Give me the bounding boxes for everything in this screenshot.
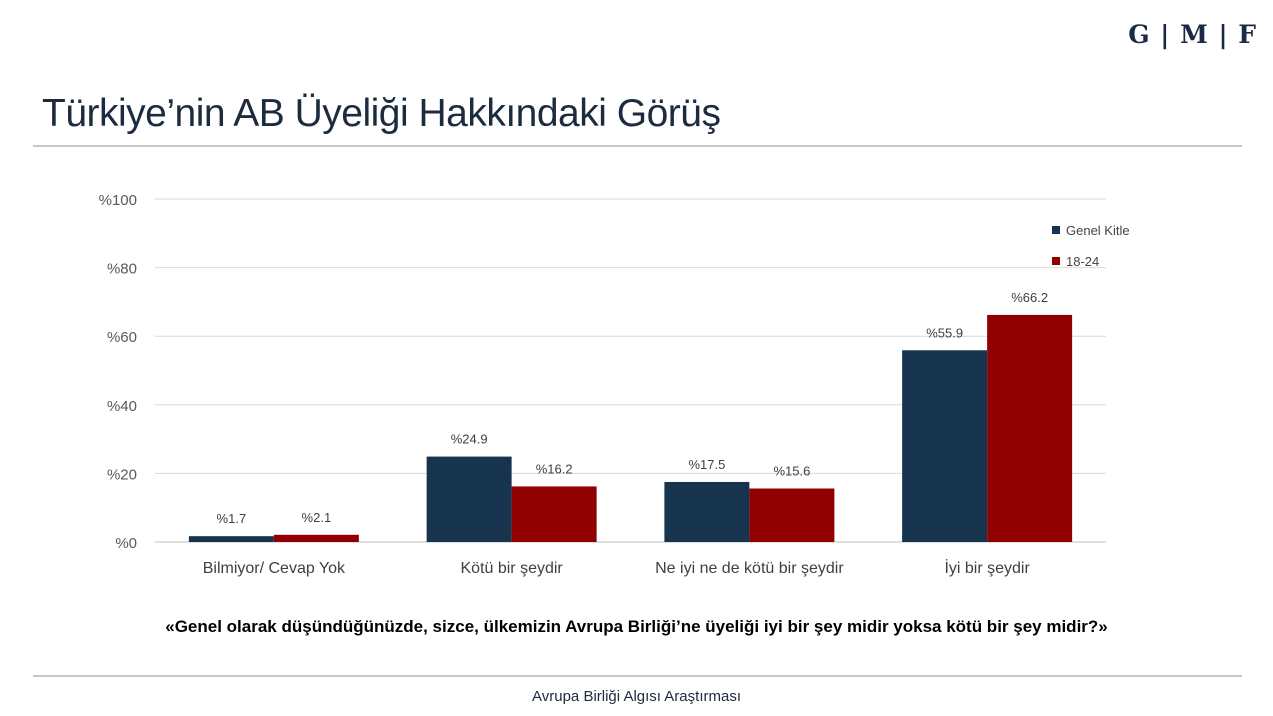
legend-item-genel-kitle: Genel Kitle bbox=[1052, 222, 1130, 238]
gmf-logo: G | M | F bbox=[1128, 20, 1257, 49]
y-axis-ticks: %0 %20 %40 %60 %80 %100 bbox=[99, 192, 137, 552]
bar bbox=[664, 481, 750, 542]
data-label: %16.2 bbox=[536, 461, 573, 476]
bar bbox=[426, 456, 512, 542]
data-label: %24.9 bbox=[451, 432, 488, 447]
x-tick-label: Ne iyi ne de kötü bir şeydir bbox=[655, 560, 844, 577]
legend-item-18-24: 18-24 bbox=[1052, 253, 1130, 269]
data-label: %2.1 bbox=[302, 510, 332, 525]
y-tick-label: %80 bbox=[107, 261, 137, 278]
bar bbox=[749, 488, 835, 542]
data-label: %15.6 bbox=[773, 463, 810, 478]
page-title: Türkiye’nin AB Üyeliği Hakkındaki Görüş bbox=[42, 92, 721, 135]
y-tick-label: %0 bbox=[115, 535, 137, 552]
title-divider bbox=[33, 145, 1242, 147]
data-labels: %1.7 %2.1 %24.9 %16.2 %17.5 %15.6 %55.9 %66.2 bbox=[217, 290, 1049, 526]
y-tick-label: %20 bbox=[107, 466, 137, 483]
bar-series bbox=[188, 314, 1073, 542]
bar bbox=[902, 350, 988, 542]
data-label: %66.2 bbox=[1011, 290, 1048, 305]
bar bbox=[273, 534, 359, 542]
y-tick-label: %100 bbox=[99, 192, 137, 209]
bar bbox=[511, 486, 597, 542]
bar bbox=[987, 314, 1073, 542]
x-axis-ticks: Bilmiyor/ Cevap Yok Kötü bir şeydir Ne iyi… bbox=[203, 558, 1031, 577]
data-label: %17.5 bbox=[688, 457, 725, 472]
legend-swatch-genel-kitle bbox=[1052, 226, 1060, 234]
bar bbox=[188, 536, 274, 542]
footer-divider bbox=[33, 675, 1242, 677]
legend-label-genel-kitle: Genel Kitle bbox=[1066, 222, 1130, 238]
x-tick-label: İyi bir şeydir bbox=[944, 558, 1030, 577]
y-tick-label: %60 bbox=[107, 329, 137, 346]
chart-legend: Genel Kitle 18-24 bbox=[1052, 222, 1130, 284]
legend-swatch-18-24 bbox=[1052, 257, 1060, 265]
legend-label-18-24: 18-24 bbox=[1066, 253, 1100, 269]
survey-question: «Genel olarak düşündüğünüzde, sizce, ülk… bbox=[165, 617, 1108, 636]
data-label: %55.9 bbox=[926, 325, 963, 340]
x-tick-label: Bilmiyor/ Cevap Yok bbox=[203, 560, 346, 577]
y-tick-label: %40 bbox=[107, 398, 137, 415]
footer-text: Avrupa Birliği Algısı Araştırması bbox=[532, 688, 741, 705]
x-tick-label: Kötü bir şeydir bbox=[460, 560, 563, 577]
data-label: %1.7 bbox=[217, 511, 247, 526]
